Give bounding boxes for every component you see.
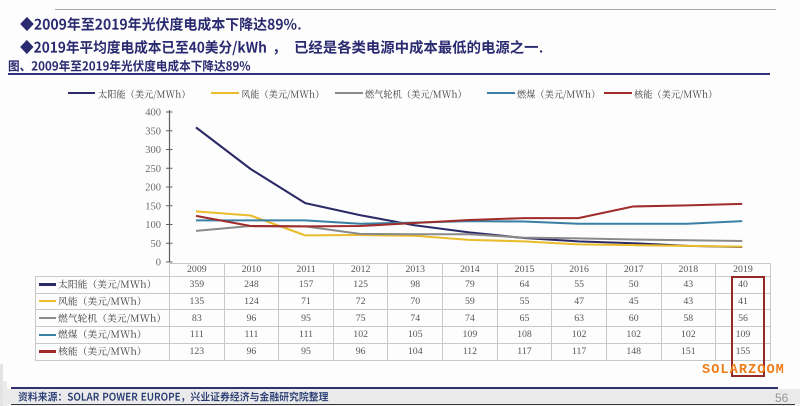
svg-text:50: 50 [151, 239, 162, 250]
svg-text:100: 100 [145, 220, 161, 231]
svg-text:300: 300 [145, 145, 161, 156]
svg-text:250: 250 [145, 164, 161, 175]
svg-text:150: 150 [145, 201, 161, 212]
svg-text:400: 400 [145, 108, 161, 119]
svg-text:350: 350 [145, 126, 161, 137]
svg-text:200: 200 [145, 183, 161, 194]
